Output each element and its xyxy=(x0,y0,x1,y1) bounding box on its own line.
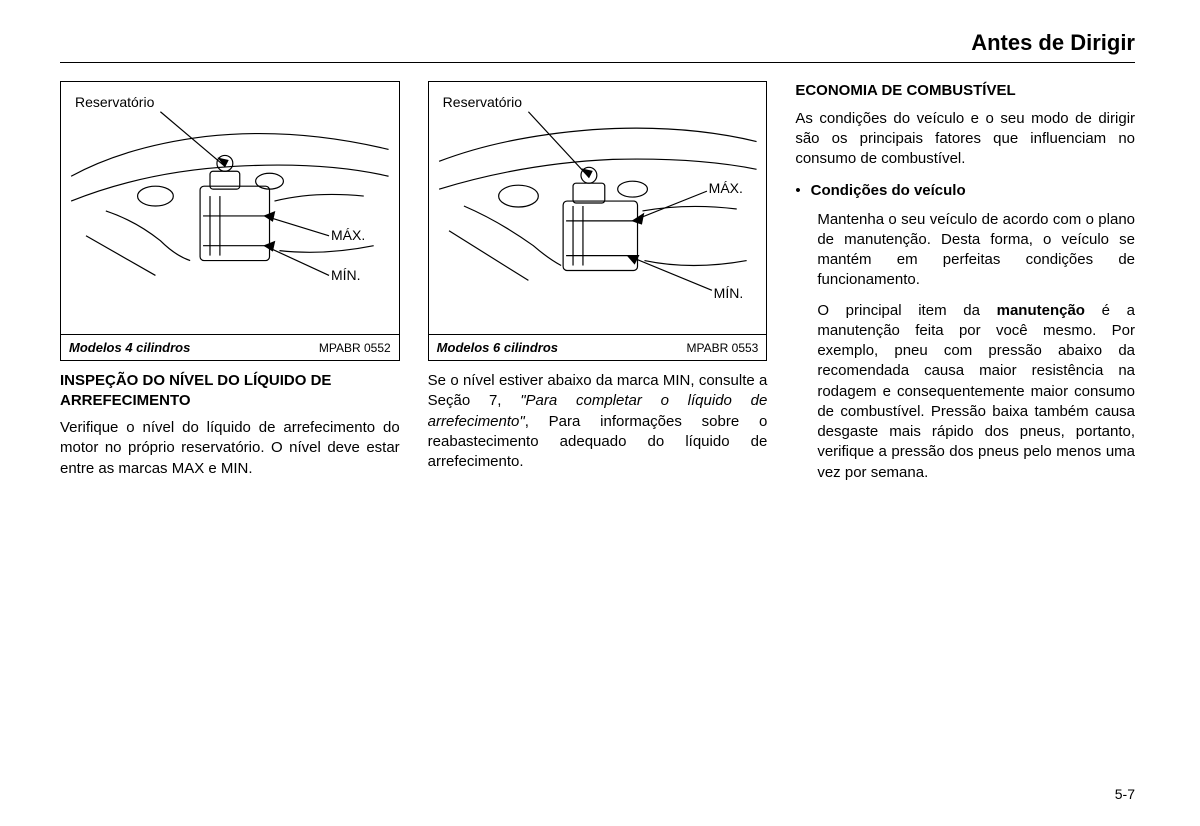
figure-4cyl: Reservatório MÁX. MÍN. Modelos 4 cilindr… xyxy=(60,81,400,361)
p3-post: é a manutenção feita por você mesmo. Por… xyxy=(817,302,1135,481)
min-label: MÍN. xyxy=(331,267,361,283)
paragraph-refill: Se o nível estiver abaixo da marca MIN, … xyxy=(428,371,768,472)
reservoir-label-2: Reservatório xyxy=(443,94,522,110)
section-heading-economy: ECONOMIA DE COMBUSTÍVEL xyxy=(795,81,1135,101)
header-title: Antes de Dirigir xyxy=(971,30,1135,55)
paragraph-maintenance: O principal item da manutenção é a manut… xyxy=(817,301,1135,483)
content-columns: Reservatório MÁX. MÍN. Modelos 4 cilindr… xyxy=(60,81,1135,493)
bullet-label: Condições do veículo xyxy=(811,181,966,201)
figure-code-2: MPABR 0553 xyxy=(687,341,759,355)
column-1: Reservatório MÁX. MÍN. Modelos 4 cilindr… xyxy=(60,81,400,493)
bullet-dot-icon: • xyxy=(795,181,800,201)
paragraph-conditions: Mantenha o seu veículo de acordo com o p… xyxy=(817,210,1135,291)
paragraph-economy-intro: As condições do veículo e o seu modo de … xyxy=(795,109,1135,170)
engine-diagram-4cyl-icon xyxy=(61,82,399,330)
section-heading-inspection: INSPEÇÃO DO NÍVEL DO LÍQUIDO DE ARREFECI… xyxy=(60,371,400,410)
figure-model-2: Modelos 6 cilindros xyxy=(437,340,558,355)
p3-pre: O principal item da xyxy=(817,302,996,319)
column-2: Reservatório MÁX. MÍN. Modelos 6 cilindr… xyxy=(428,81,768,493)
paragraph-inspection: Verifique o nível do líquido de arrefeci… xyxy=(60,418,400,479)
column-3: ECONOMIA DE COMBUSTÍVEL As condições do … xyxy=(795,81,1135,493)
page-number: 5-7 xyxy=(1115,786,1135,802)
reservoir-label: Reservatório xyxy=(75,94,154,110)
max-label-2: MÁX. xyxy=(709,180,743,196)
figure-caption-2: Modelos 6 cilindros MPABR 0553 xyxy=(429,334,767,360)
figure-model: Modelos 4 cilindros xyxy=(69,340,190,355)
min-label-2: MÍN. xyxy=(714,285,744,301)
figure-6cyl: Reservatório MÁX. MÍN. Modelos 6 cilindr… xyxy=(428,81,768,361)
figure-caption: Modelos 4 cilindros MPABR 0552 xyxy=(61,334,399,360)
p3-bold: manutenção xyxy=(997,302,1085,319)
bullet-item: • Condições do veículo xyxy=(795,181,1135,201)
figure-code: MPABR 0552 xyxy=(319,341,391,355)
page-header: Antes de Dirigir xyxy=(60,30,1135,63)
max-label: MÁX. xyxy=(331,227,365,243)
